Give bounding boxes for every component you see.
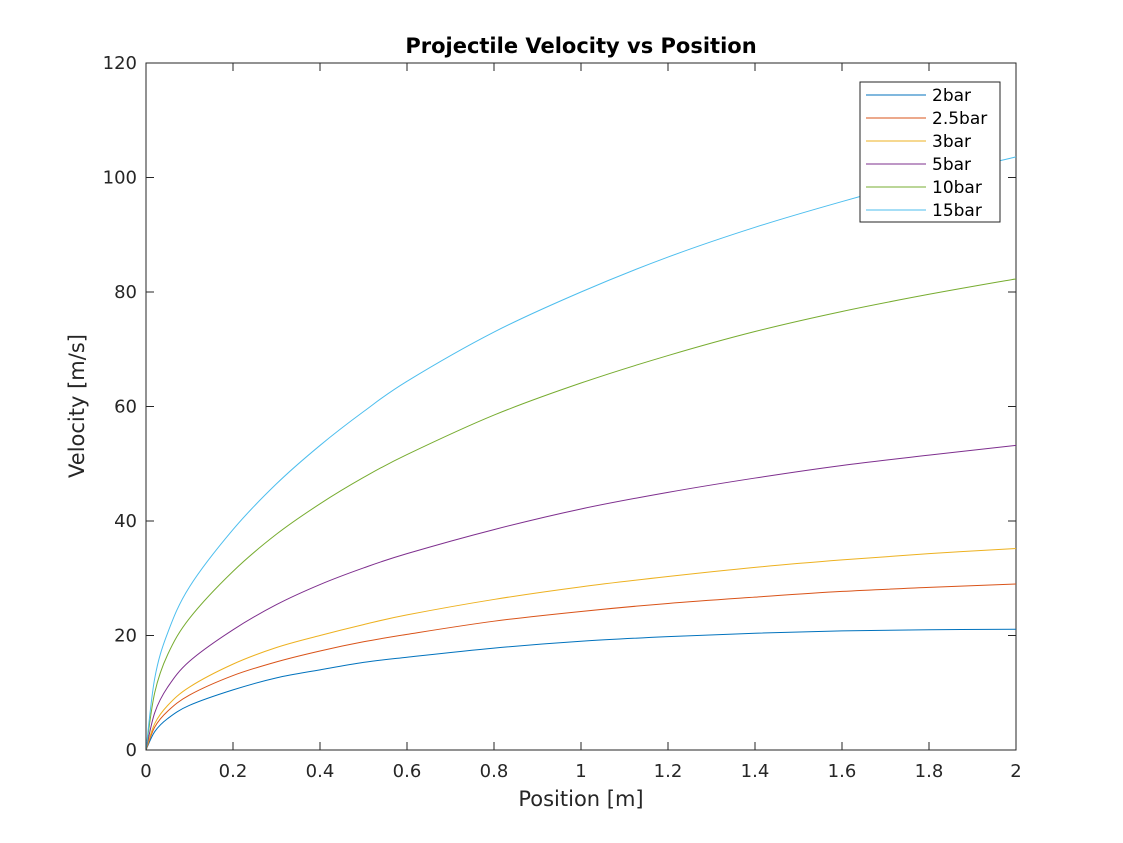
x-tick-label: 0.2: [219, 761, 248, 782]
series-line-3bar: [145, 547, 1017, 751]
x-axis-ticks: 0 0.2 0.4 0.6 0.8 1 1.2 1.4 1.6 1.8 2: [140, 63, 1022, 782]
x-tick-label: 0.4: [306, 761, 335, 782]
x-axis-label: Position [m]: [518, 787, 643, 811]
legend-label: 2bar: [932, 86, 971, 106]
legend-items: 2bar 2.5bar 3bar 5bar 10bar 15bar: [866, 86, 987, 221]
x-tick-label: 0: [140, 761, 151, 782]
y-tick-label: 40: [114, 511, 137, 532]
series-line-2.5bar: [145, 583, 1017, 751]
legend-label: 3bar: [932, 132, 971, 152]
x-tick-label: 1: [575, 761, 586, 782]
series-layer: [145, 156, 1017, 751]
legend-label: 5bar: [932, 155, 971, 175]
series-line-15bar: [145, 156, 1017, 751]
y-axis-ticks: 0 20 40 60 80 100 120: [103, 53, 1016, 761]
legend-label: 15bar: [932, 201, 982, 221]
x-tick-label: 1.4: [741, 761, 770, 782]
x-tick-label: 0.6: [393, 761, 422, 782]
series-line-2bar: [145, 628, 1017, 751]
x-tick-label: 1.2: [654, 761, 683, 782]
y-tick-label: 120: [103, 53, 137, 74]
y-tick-label: 60: [114, 397, 137, 418]
legend-label: 10bar: [932, 178, 982, 198]
y-axis-label: Velocity [m/s]: [65, 334, 89, 478]
y-tick-label: 100: [103, 168, 137, 189]
x-tick-label: 2: [1010, 761, 1021, 782]
chart-title: Projectile Velocity vs Position: [405, 34, 756, 58]
series-line-5bar: [145, 444, 1017, 751]
x-tick-label: 0.8: [480, 761, 509, 782]
x-tick-label: 1.6: [828, 761, 857, 782]
y-tick-label: 0: [126, 740, 137, 761]
series-line-10bar: [145, 278, 1017, 751]
legend-label: 2.5bar: [932, 109, 987, 129]
y-tick-label: 20: [114, 626, 137, 647]
y-tick-label: 80: [114, 282, 137, 303]
x-tick-label: 1.8: [915, 761, 944, 782]
legend-box: [859, 81, 1001, 223]
legend: 2bar 2.5bar 3bar 5bar 10bar 15bar: [859, 81, 1001, 223]
